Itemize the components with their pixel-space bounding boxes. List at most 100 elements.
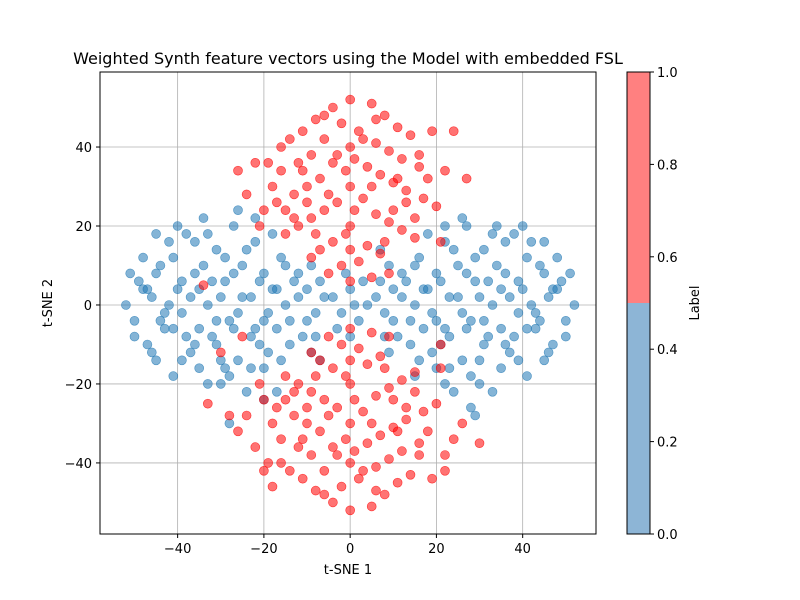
point-label-1 xyxy=(297,126,308,136)
point-label-1 xyxy=(345,505,356,516)
point-label-1 xyxy=(410,386,420,397)
point-label-0 xyxy=(513,355,524,366)
point-label-0 xyxy=(483,331,494,342)
point-label-0 xyxy=(220,252,230,263)
point-label-1 xyxy=(401,402,412,413)
point-label-0 xyxy=(138,284,148,295)
colorbar-frame xyxy=(626,71,651,535)
point-label-0 xyxy=(164,237,174,247)
point-label-1 xyxy=(345,94,356,105)
point-label-0 xyxy=(474,292,485,302)
point-label-0 xyxy=(410,300,420,310)
point-label-0 xyxy=(466,371,476,381)
y-axis-label: t-SNE 2 xyxy=(41,279,56,327)
point-label-1 xyxy=(410,367,420,377)
point-label-0 xyxy=(552,252,563,263)
point-label-0 xyxy=(479,339,489,350)
point-label-1 xyxy=(302,402,312,413)
point-label-0 xyxy=(392,331,403,342)
point-label-0 xyxy=(259,315,269,326)
point-label-1 xyxy=(293,158,304,168)
point-label-1 xyxy=(349,154,360,164)
point-label-0 xyxy=(168,252,179,263)
point-label-0 xyxy=(332,323,343,334)
point-label-1 xyxy=(271,402,282,413)
colorbar-tick-label: 0.2 xyxy=(657,436,678,451)
point-label-1 xyxy=(345,276,356,287)
point-label-0 xyxy=(440,379,450,389)
point-label-1 xyxy=(345,181,356,192)
point-label-0 xyxy=(509,229,519,239)
point-label-0 xyxy=(457,355,468,366)
point-label-1 xyxy=(422,173,433,184)
point-label-0 xyxy=(164,300,174,310)
point-label-1 xyxy=(431,201,442,212)
point-label-0 xyxy=(491,221,502,231)
point-label-0 xyxy=(435,276,446,287)
point-label-0 xyxy=(241,386,252,397)
point-label-0 xyxy=(444,363,455,374)
point-label-0 xyxy=(181,229,192,239)
point-label-1 xyxy=(340,371,351,381)
point-label-1 xyxy=(328,102,338,113)
point-label-1 xyxy=(276,434,286,445)
point-label-1 xyxy=(448,434,459,445)
point-label-1 xyxy=(289,189,299,200)
point-label-0 xyxy=(198,260,209,271)
point-label-1 xyxy=(366,327,377,338)
point-label-1 xyxy=(392,122,403,133)
point-label-1 xyxy=(366,418,377,429)
point-label-0 xyxy=(271,386,282,397)
point-label-0 xyxy=(431,268,442,279)
point-label-1 xyxy=(340,165,351,176)
point-label-1 xyxy=(302,197,312,208)
point-label-1 xyxy=(440,465,450,476)
point-label-1 xyxy=(358,465,368,476)
point-label-0 xyxy=(220,363,230,374)
point-label-1 xyxy=(371,390,381,401)
colorbar-tick-label: 0.8 xyxy=(657,158,678,173)
point-label-1 xyxy=(358,193,368,204)
point-label-0 xyxy=(526,300,537,310)
point-label-0 xyxy=(211,244,222,255)
point-label-0 xyxy=(405,339,416,350)
point-label-0 xyxy=(250,237,261,247)
point-label-0 xyxy=(414,355,425,366)
point-label-0 xyxy=(190,237,200,247)
point-label-1 xyxy=(358,406,368,417)
point-label-1 xyxy=(241,189,252,200)
point-label-1 xyxy=(418,406,429,417)
point-label-0 xyxy=(461,221,472,231)
point-label-0 xyxy=(388,284,399,295)
point-label-1 xyxy=(237,331,248,342)
point-label-1 xyxy=(267,181,278,192)
point-label-1 xyxy=(336,118,347,129)
point-label-1 xyxy=(289,410,299,421)
plot-frame xyxy=(99,71,597,535)
point-label-1 xyxy=(349,446,360,456)
point-label-0 xyxy=(315,276,325,287)
point-label-1 xyxy=(267,481,278,492)
point-label-1 xyxy=(375,248,386,259)
colorbar-segment xyxy=(627,303,650,534)
point-label-0 xyxy=(276,252,286,263)
point-label-1 xyxy=(323,410,334,421)
point-label-1 xyxy=(435,339,446,350)
point-label-1 xyxy=(302,418,312,429)
point-label-0 xyxy=(129,315,140,326)
point-label-0 xyxy=(194,363,204,374)
point-label-0 xyxy=(293,292,304,302)
point-label-0 xyxy=(228,221,239,231)
point-label-0 xyxy=(216,379,226,389)
point-label-0 xyxy=(491,260,502,271)
point-label-0 xyxy=(414,252,425,263)
point-label-0 xyxy=(522,252,532,263)
point-label-1 xyxy=(474,438,485,449)
point-label-1 xyxy=(323,331,334,342)
point-label-0 xyxy=(284,339,295,350)
point-label-0 xyxy=(185,292,196,302)
point-label-0 xyxy=(203,229,213,239)
point-label-1 xyxy=(336,339,347,350)
point-label-1 xyxy=(284,465,295,476)
point-label-0 xyxy=(185,347,196,358)
